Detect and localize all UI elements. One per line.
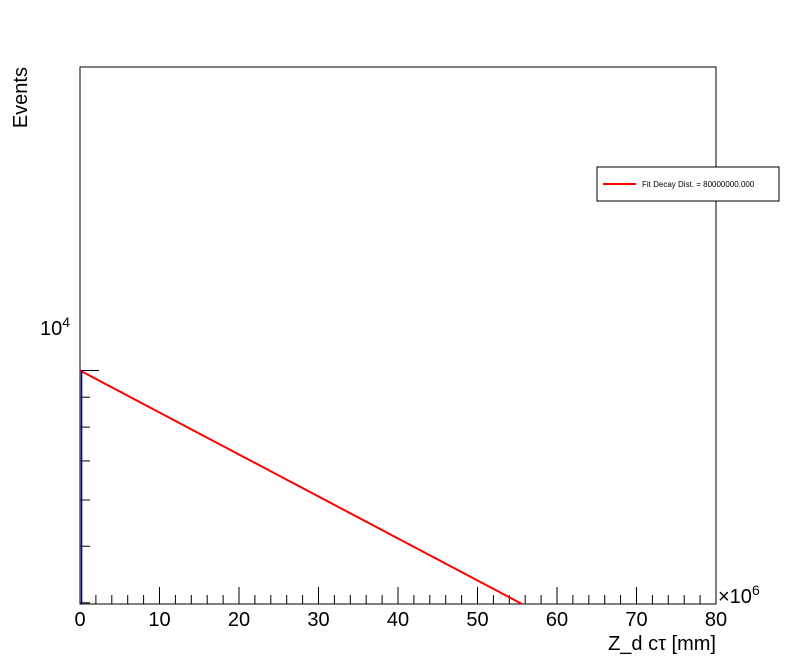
y-tick-label-10e4: 104 xyxy=(40,314,70,340)
y-tick-exponent: 4 xyxy=(62,314,70,330)
x-tick-label: 80 xyxy=(705,609,727,631)
x-axis-ticks xyxy=(79,587,717,604)
x-tick-label: 10 xyxy=(148,609,170,631)
fit-decay-line xyxy=(79,369,523,605)
legend: Fit Decay Dist. = 80000000.000 xyxy=(596,166,780,202)
x-multiplier-label: ×106 xyxy=(718,582,760,608)
x-tick-label: 20 xyxy=(228,609,250,631)
x-tick-label: 50 xyxy=(466,609,488,631)
x-multiplier-exponent: 6 xyxy=(752,582,760,598)
series-group xyxy=(79,369,523,605)
x-axis-title: Z_d cτ [mm] xyxy=(608,633,716,655)
plot-frame xyxy=(79,66,717,605)
x-axis-tick-labels: 0 10 20 30 40 50 60 70 80 xyxy=(74,609,727,631)
y-axis-ticks xyxy=(80,370,99,604)
legend-label: Fit Decay Dist. = 80000000.000 xyxy=(642,180,755,189)
x-tick-label: 0 xyxy=(74,609,85,631)
x-tick-label: 70 xyxy=(625,609,647,631)
x-tick-label: 40 xyxy=(387,609,409,631)
x-tick-label: 30 xyxy=(307,609,329,631)
x-tick-label: 60 xyxy=(546,609,568,631)
y-axis-title: Events xyxy=(10,67,32,128)
